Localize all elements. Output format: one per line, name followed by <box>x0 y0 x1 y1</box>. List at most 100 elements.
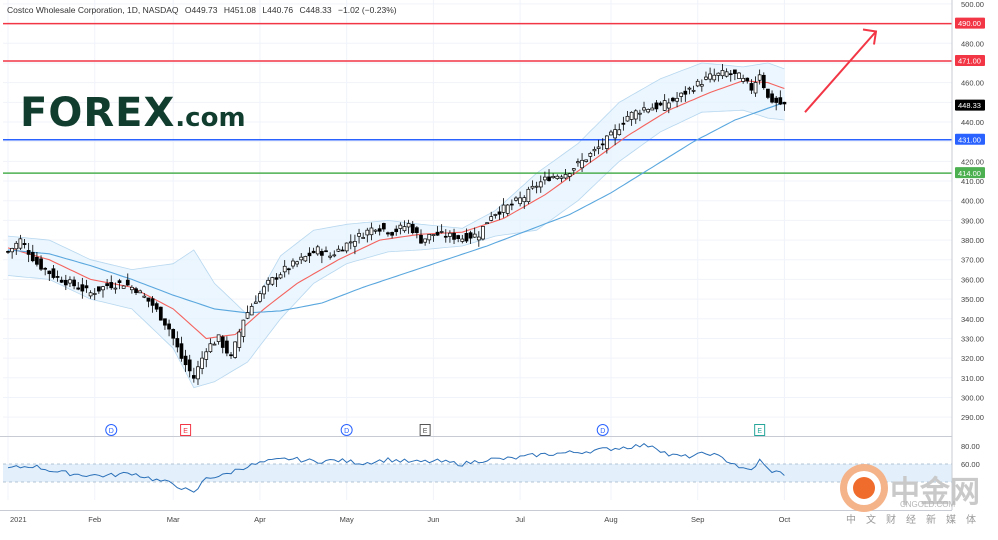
candle <box>262 284 266 299</box>
candle <box>88 290 93 299</box>
candle <box>14 241 19 255</box>
candle <box>225 336 229 357</box>
candle-body-up <box>629 111 634 120</box>
candle <box>419 229 423 244</box>
candle <box>650 103 655 111</box>
candle-body-up <box>328 255 332 258</box>
level-price-tag-label: 431.00 <box>958 135 981 144</box>
candle <box>592 146 597 156</box>
candle <box>671 96 675 103</box>
candle-body-up <box>270 277 275 285</box>
candle <box>22 239 27 249</box>
rsi-line <box>7 442 785 493</box>
candle-body-down <box>154 303 159 310</box>
candle <box>617 123 622 136</box>
candle <box>485 222 489 225</box>
x-tick-label: Feb <box>88 515 101 524</box>
candle <box>295 260 299 268</box>
candle <box>59 276 64 283</box>
candle-body-up <box>142 295 147 298</box>
candle-body-up <box>241 319 246 337</box>
last-price-tag-bg <box>955 99 985 111</box>
rsi-band-fill <box>3 464 952 482</box>
candle <box>394 225 399 236</box>
candle-body-down <box>6 250 10 253</box>
cngold-logo-icon <box>840 464 888 512</box>
candle-body-down <box>435 231 440 236</box>
earnings-marker-icon <box>180 424 192 436</box>
candle <box>501 198 506 218</box>
candle <box>415 226 419 239</box>
candle-body-up <box>642 107 646 111</box>
candle <box>390 231 394 239</box>
y-tick-label: 360.00 <box>961 275 984 284</box>
candle-body-up <box>666 102 671 109</box>
ema-50-line <box>7 101 785 314</box>
candle-body-up <box>720 70 725 77</box>
candle-body-up <box>613 129 617 139</box>
candle-body-down <box>671 97 675 102</box>
candle-body-up <box>208 343 213 353</box>
candle-body-down <box>229 354 233 357</box>
candle <box>778 90 783 106</box>
candle-body-down <box>26 250 31 255</box>
candle-body-down <box>22 243 27 245</box>
candle <box>134 286 138 296</box>
candle <box>282 260 287 278</box>
candle-body-up <box>741 78 745 82</box>
candle-body-up <box>522 197 527 203</box>
candle <box>130 285 134 294</box>
candle <box>212 341 217 346</box>
y-tick-label: 300.00 <box>961 393 984 402</box>
candle <box>47 270 52 281</box>
level-price-tag: 490.00 <box>955 17 985 29</box>
candle <box>559 174 564 183</box>
symbol-name[interactable]: Costco Wholesale Corporation, 1D, NASDAQ <box>7 5 179 15</box>
candle-body-up <box>563 174 568 179</box>
candle-body-down <box>63 279 68 286</box>
candle-body-down <box>782 101 787 105</box>
candle-body-up <box>650 107 655 111</box>
candle <box>291 258 295 269</box>
x-tick-label: Jun <box>427 515 439 524</box>
candle-body-up <box>588 153 593 157</box>
candle-body-up <box>216 334 221 342</box>
candle <box>555 174 560 180</box>
candle-body-down <box>286 268 291 271</box>
candle <box>125 273 130 287</box>
candle <box>121 285 126 289</box>
candle <box>530 180 535 190</box>
candle-body-up <box>485 222 489 225</box>
candle-body-up <box>638 112 642 115</box>
candle <box>642 101 646 113</box>
candle-body-down <box>320 251 324 256</box>
candle-body-up <box>695 80 700 87</box>
candle <box>704 71 708 81</box>
candle-body-up <box>204 351 209 360</box>
level-price-tag-bg <box>955 133 985 145</box>
candle-body-down <box>307 252 312 257</box>
candle <box>204 348 209 368</box>
event-marker-label: E <box>757 428 762 435</box>
candle-body-down <box>452 232 456 240</box>
candle <box>315 244 320 256</box>
candle <box>576 158 580 167</box>
candle-body-up <box>200 357 204 369</box>
candle <box>303 255 308 262</box>
candle-body-down <box>510 203 514 206</box>
candle <box>600 138 605 151</box>
candle <box>216 334 221 345</box>
candle <box>138 289 143 294</box>
candle-body-down <box>225 340 229 354</box>
x-tick-label: Oct <box>779 515 792 524</box>
candle <box>757 69 762 85</box>
candle <box>654 100 659 113</box>
y-tick-label: 350.00 <box>961 295 984 304</box>
candle-body-down <box>97 286 101 292</box>
candle <box>435 226 440 236</box>
event-marker: E <box>419 424 431 436</box>
candle <box>571 167 576 175</box>
candle-body-down <box>497 211 502 215</box>
